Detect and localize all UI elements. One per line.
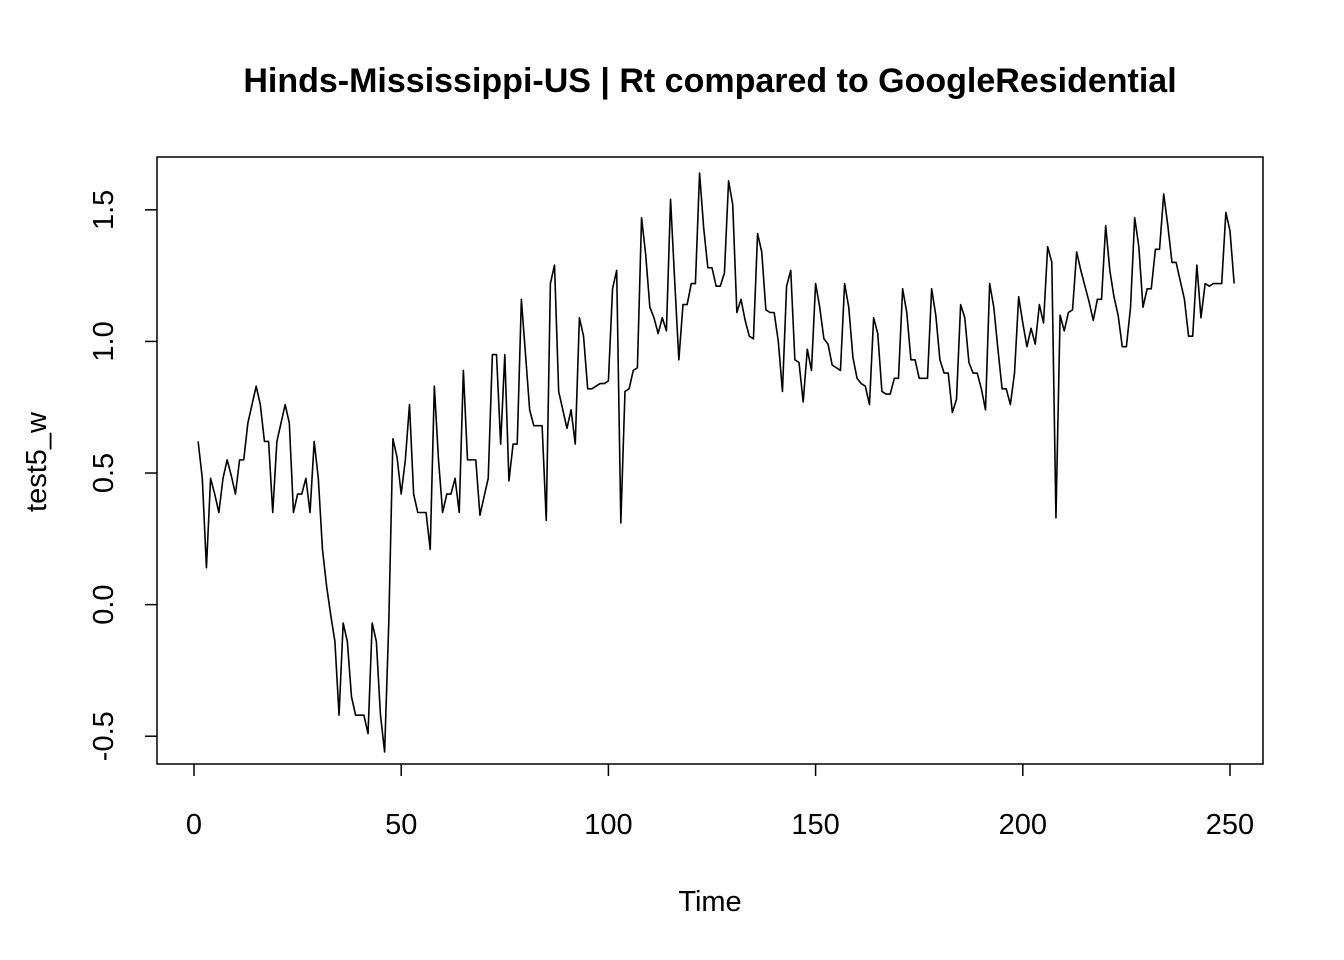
x-axis-label: Time xyxy=(678,886,741,918)
chart-title: Hinds-Mississippi-US | Rt compared to Go… xyxy=(243,62,1176,100)
x-tick-label: 250 xyxy=(1206,809,1254,841)
x-tick-label: 0 xyxy=(186,809,202,841)
x-tick-label: 50 xyxy=(385,809,417,841)
x-tick-label: 200 xyxy=(999,809,1047,841)
y-tick-label: 0.0 xyxy=(88,584,120,624)
y-axis-label: test5_w xyxy=(21,411,53,512)
y-tick-label: 0.5 xyxy=(88,453,120,493)
y-tick-label: 1.0 xyxy=(88,321,120,361)
y-tick-label: -0.5 xyxy=(88,711,120,761)
y-axis: -0.5 0.0 0.5 1.0 1.5 xyxy=(88,190,157,761)
x-tick-label: 150 xyxy=(791,809,839,841)
x-axis: 0 50 100 150 200 250 xyxy=(186,764,1254,841)
plot-frame xyxy=(156,156,1264,765)
y-tick-label: 1.5 xyxy=(88,190,120,230)
series-line xyxy=(197,172,1235,753)
x-tick-label: 100 xyxy=(584,809,632,841)
